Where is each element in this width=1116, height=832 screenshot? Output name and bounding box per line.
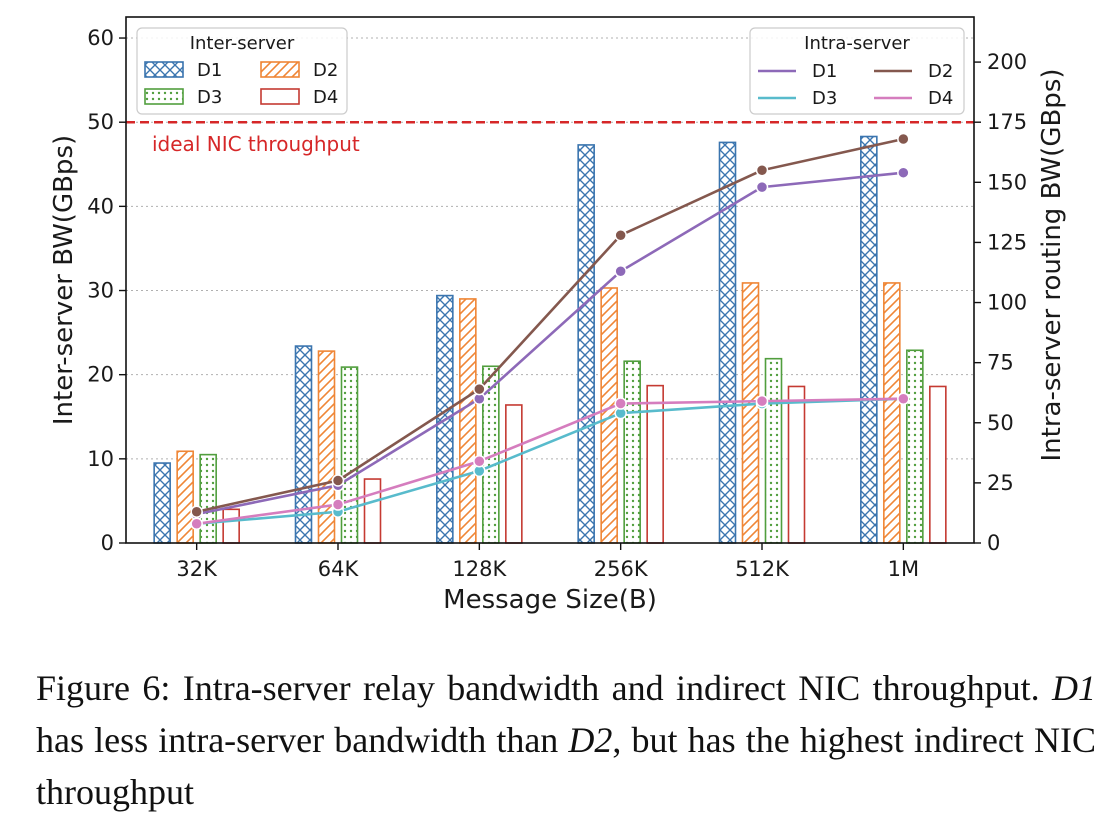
bar-d1-256k [578, 145, 594, 543]
point-d2-256k [615, 230, 626, 241]
line-legend-label-d4: D4 [928, 88, 953, 109]
y2-tick-label: 25 [987, 471, 1014, 495]
bars [154, 137, 946, 543]
caption-prefix: Figure 6: Intra-server relay bandwidth a… [36, 668, 1052, 708]
line-legend-label-d1: D1 [812, 61, 837, 82]
y2-tick-label: 175 [987, 110, 1027, 134]
bar-d2-128k [460, 299, 476, 543]
bar-d2-32k [177, 451, 193, 543]
caption-middle: has less intra-server bandwidth than [36, 720, 568, 760]
bar-d4-128k [506, 405, 522, 543]
x-axis-title: Message Size(B) [443, 585, 657, 615]
point-d4-512k [757, 396, 768, 407]
bar-d4-512k [789, 386, 805, 543]
bar-d3-512k [766, 359, 782, 543]
bar-legend-label-d2: D2 [313, 60, 338, 81]
caption-em-d1: D1 [1052, 668, 1096, 708]
y-tick-label: 20 [87, 363, 114, 387]
point-d4-128k [474, 456, 485, 467]
y2-tick-label: 125 [987, 230, 1027, 254]
line-legend-title: Intra-server [804, 33, 910, 54]
caption-em-d2: D2 [568, 720, 612, 760]
point-d1-512k [757, 182, 768, 193]
bar-legend-swatch-d3 [145, 89, 183, 104]
y2-tick-label: 150 [987, 170, 1027, 194]
bar-d1-512k [720, 142, 736, 543]
bar-d4-64k [365, 479, 381, 543]
bar-legend-swatch-d4 [261, 89, 299, 104]
point-d4-1m [898, 393, 909, 404]
ideal-nic-label: ideal NIC throughput [152, 132, 360, 156]
point-d2-1m [898, 134, 909, 145]
bar-d4-32k [223, 509, 239, 543]
x-tick-label: 64K [318, 557, 360, 581]
figure-caption: Figure 6: Intra-server relay bandwidth a… [36, 662, 1096, 818]
y2-axis-title: Intra-server routing BW(GBps) [1037, 68, 1067, 461]
y-tick-label: 0 [101, 531, 114, 555]
point-d1-1m [898, 167, 909, 178]
bar-d4-1m [930, 386, 946, 543]
bar-d3-32k [200, 455, 216, 543]
bar-legend-swatch-d2 [261, 62, 299, 77]
y-tick-label: 10 [87, 447, 114, 471]
y-tick-label: 50 [87, 110, 114, 134]
y-tick-label: 60 [87, 26, 114, 50]
point-d4-64k [333, 499, 344, 510]
y2-tick-label: 200 [987, 50, 1027, 74]
y2-tick-label: 100 [987, 291, 1027, 315]
y-tick-label: 40 [87, 194, 114, 218]
y2-tick-label: 75 [987, 351, 1014, 375]
bar-legend-label-d4: D4 [313, 87, 338, 108]
line-legend-label-d3: D3 [812, 88, 837, 109]
x-tick-label: 512K [735, 557, 790, 581]
point-d2-512k [757, 165, 768, 176]
bar-d1-32k [154, 463, 170, 543]
bar-legend-title: Inter-server [190, 33, 295, 54]
bar-legend-swatch-d1 [145, 62, 183, 77]
bar-d3-64k [342, 367, 358, 543]
point-d1-256k [615, 266, 626, 277]
y-axis-title: Inter-server BW(GBps) [49, 135, 79, 425]
bar-d3-256k [624, 361, 640, 543]
line-legend-label-d2: D2 [928, 61, 953, 82]
x-tick-label: 128K [452, 557, 507, 581]
point-d4-32k [191, 518, 202, 529]
point-d2-32k [191, 506, 202, 517]
x-tick-label: 1M [888, 557, 919, 581]
chart: ideal NIC throughput 0 10 20 30 40 50 60 0 25 50 7… [0, 0, 1116, 640]
bar-d2-1m [884, 283, 900, 543]
y2-tick-label: 50 [987, 411, 1014, 435]
bar-d2-512k [743, 283, 759, 543]
bar-d3-1m [907, 350, 923, 543]
bar-legend-label-d3: D3 [197, 87, 222, 108]
point-d2-128k [474, 384, 485, 395]
x-tick-label: 256K [594, 557, 649, 581]
y-tick-label: 30 [87, 279, 114, 303]
point-d4-256k [615, 398, 626, 409]
legends: Inter-server D1 D2 D3 D4 Intra-server D1 D2 D3 D4 [137, 28, 964, 114]
bar-d1-1m [861, 137, 877, 543]
bar-legend-label-d1: D1 [197, 60, 222, 81]
y2-tick-label: 0 [987, 531, 1000, 555]
point-d2-64k [333, 475, 344, 486]
x-tick-label: 32K [176, 557, 218, 581]
